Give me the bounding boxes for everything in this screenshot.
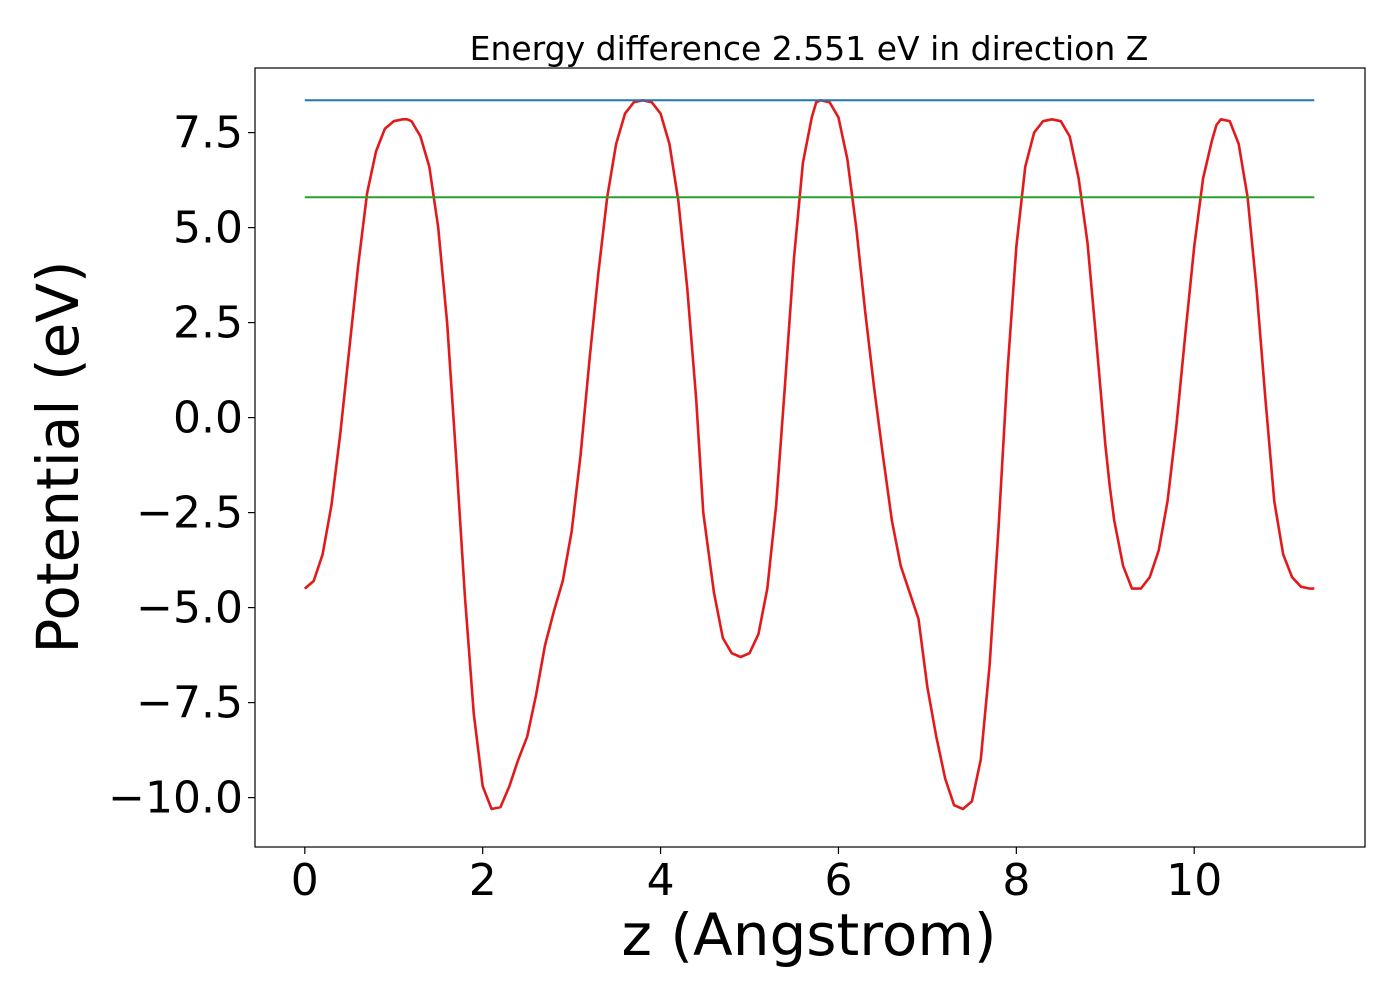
y-tick-label: −10.0 <box>108 773 243 824</box>
x-tick-label: 10 <box>1166 855 1222 906</box>
x-axis: 0 2 4 6 8 10 <box>291 847 1222 906</box>
series-layer <box>303 99 1315 811</box>
y-tick-label: −7.5 <box>136 678 243 729</box>
x-tick-label: 4 <box>647 855 675 906</box>
y-tick-label: −5.0 <box>136 583 243 634</box>
x-axis-label: z (Angstrom) <box>622 901 997 969</box>
y-axis-label: Potential (eV) <box>24 260 92 653</box>
plot-frame <box>254 67 1366 848</box>
x-tick-label: 8 <box>1002 855 1030 906</box>
y-tick-label: 7.5 <box>173 108 243 159</box>
series-line-potential <box>303 99 1315 811</box>
y-tick-label: 0.0 <box>173 393 243 444</box>
y-tick-label: 2.5 <box>173 298 243 349</box>
y-tick-label: −2.5 <box>136 488 243 539</box>
chart-title: Energy difference 2.551 eV in direction … <box>470 29 1149 68</box>
y-tick-label: 5.0 <box>173 203 243 254</box>
x-tick-label: 0 <box>291 855 319 906</box>
y-axis: −10.0 −7.5 −5.0 −2.5 0.0 2.5 5.0 7.5 <box>108 108 255 824</box>
x-tick-label: 6 <box>824 855 852 906</box>
x-tick-label: 2 <box>469 855 497 906</box>
